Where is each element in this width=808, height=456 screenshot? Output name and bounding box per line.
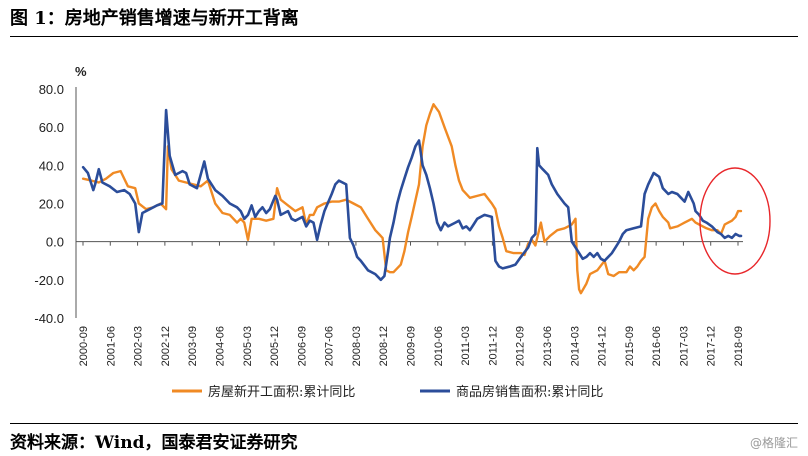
x-tick-label: 2005-03 — [242, 326, 254, 366]
x-axis: 2000-09 2001-06 2002-03 2002-12 2003-09 2004-… — [75, 87, 745, 366]
y-tick-label: 60.0 — [39, 120, 64, 135]
watermark: @格隆汇 — [749, 436, 798, 450]
bottom-rule — [10, 423, 798, 424]
x-tick-label: 2018-09 — [733, 326, 745, 366]
x-tick-label: 2003-09 — [187, 326, 199, 366]
top-rule — [10, 36, 798, 37]
x-tick-label: 2017-03 — [678, 326, 690, 366]
y-tick-label: 80.0 — [39, 82, 64, 97]
x-tick-label: 2011-03 — [460, 326, 472, 366]
x-tick-label: 2009-09 — [406, 326, 418, 366]
x-tick-label: 2004-06 — [214, 326, 226, 366]
y-unit-label: % — [75, 64, 87, 79]
x-tick-label: 2008-03 — [351, 326, 363, 366]
x-tick-label: 2005-12 — [269, 326, 281, 366]
x-tick-label: 2002-12 — [160, 326, 172, 366]
x-tick-label: 2016-06 — [651, 326, 663, 366]
y-tick-label: 40.0 — [39, 158, 64, 173]
figure-title: 图 1：房地产销售增速与新开工背离 — [10, 8, 299, 29]
line-chart: %80.060.040.020.00.0-20.0-40.0 2000-09 20… — [34, 64, 771, 400]
x-tick-label: 2011-12 — [487, 326, 499, 366]
source-note: 资料来源：Wind，国泰君安证券研究 — [10, 433, 298, 453]
y-tick-label: -40.0 — [34, 311, 64, 326]
y-tick-label: -20.0 — [34, 273, 64, 288]
x-tick-label: 2013-06 — [542, 326, 554, 366]
x-tick-label: 2012-09 — [515, 326, 527, 366]
y-tick-label: 0.0 — [46, 235, 64, 250]
legend: 房屋新开工面积:累计同比 商品房销售面积:累计同比 — [172, 384, 603, 400]
x-tick-label: 2017-12 — [706, 326, 718, 366]
series-line-2 — [81, 108, 743, 282]
x-tick-label: 2014-03 — [569, 326, 581, 366]
x-tick-label: 2014-12 — [597, 326, 609, 366]
series-layer — [81, 103, 743, 295]
series-line-1 — [81, 103, 743, 295]
x-tick-label: 2001-06 — [105, 326, 117, 366]
highlight-ellipse — [699, 167, 771, 275]
y-tick-label: 20.0 — [39, 197, 64, 212]
legend-label: 房屋新开工面积:累计同比 — [208, 384, 355, 400]
x-tick-label: 2008-12 — [378, 326, 390, 366]
x-tick-label: 2000-09 — [78, 326, 90, 366]
x-tick-label: 2015-09 — [624, 326, 636, 366]
legend-label: 商品房销售面积:累计同比 — [456, 384, 603, 400]
highlight-layer — [699, 167, 771, 275]
x-tick-label: 2002-03 — [133, 326, 145, 366]
x-tick-label: 2006-09 — [296, 326, 308, 366]
y-axis: % 80.0 60.0 40.0 20.0 0.0 -20.0 -40.0 — [34, 64, 87, 326]
x-tick-label: 2010-06 — [433, 326, 445, 366]
x-tick-label: 2007-06 — [324, 326, 336, 366]
